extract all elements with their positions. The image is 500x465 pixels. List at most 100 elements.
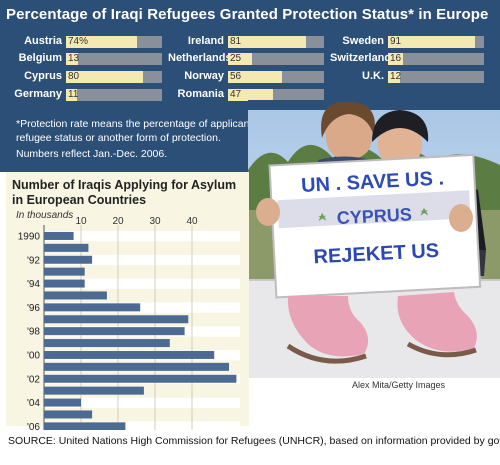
- sign-text-line-2: CYPRUS: [336, 204, 412, 228]
- chart-category-label: '02: [27, 374, 40, 385]
- chart-bar: [44, 350, 215, 359]
- footnote-line-2: refugee status or another form of protec…: [16, 132, 221, 144]
- rate-country-label: Sweden: [342, 35, 384, 47]
- rate-country-label: Romania: [177, 88, 224, 100]
- rate-bar-track: 91: [388, 36, 484, 48]
- chart-title: Number of Iraqis Applying for Asylum in …: [12, 178, 236, 208]
- rate-bar-fill: [388, 53, 404, 65]
- chart-category-label: '96: [27, 303, 40, 314]
- rate-value-label: 74%: [68, 36, 89, 47]
- chart-bar: [44, 362, 229, 371]
- photo-credit: Alex Mita/Getty Images: [352, 380, 446, 390]
- child-right-hat: [372, 110, 429, 142]
- child-left-hair: [321, 101, 375, 138]
- chart-bar: [44, 291, 107, 300]
- rate-bar-fill: [66, 71, 143, 83]
- chart-title-line-1: Number of Iraqis Applying for Asylum: [12, 178, 237, 192]
- rate-bar-fill: [66, 89, 77, 101]
- chart-x-tick-label: 30: [149, 216, 161, 227]
- chart-category-label: '04: [27, 398, 40, 409]
- rate-country-label: Netherlands: [168, 52, 232, 64]
- rate-country-label: Norway: [184, 70, 224, 82]
- child-left-hand: [256, 198, 280, 226]
- rate-bar-track: 74%: [66, 36, 162, 48]
- protection-rates-panel: Percentage of Iraqi Refugees Granted Pro…: [0, 0, 500, 110]
- rate-bar-track: 56: [228, 71, 324, 83]
- rate-country-label: Cyprus: [24, 70, 62, 82]
- asylum-bar-chart: 10 20 30 40 1990 '92 '94 '96 '98 '00 '02 '04 '06: [18, 216, 240, 430]
- chart-category-label: '94: [27, 279, 40, 290]
- chart-x-tick-label: 10: [75, 216, 87, 227]
- rate-bar-track: 13: [66, 53, 162, 65]
- chart-bar: [44, 315, 189, 324]
- rate-bar-track: 25: [228, 53, 324, 65]
- refugee-children-photo: UN . SAVE US . CYPRUS REJEKET US: [248, 100, 500, 378]
- chart-x-tick-label: 20: [112, 216, 124, 227]
- chart-bar: [44, 339, 170, 348]
- photo-sky-top: [248, 100, 500, 110]
- chart-row-band: [44, 278, 240, 289]
- rate-value-label: 12: [390, 71, 402, 82]
- chart-bar: [44, 398, 81, 407]
- rate-value-label: 11: [68, 89, 79, 100]
- rate-bar-fill: [388, 36, 476, 48]
- chart-row-band: [44, 397, 240, 408]
- boot-left: [287, 296, 369, 357]
- footnote-line-1: *Protection rate means the percentage of…: [16, 118, 297, 130]
- chart-bar: [44, 279, 85, 288]
- rate-bar-track: 12: [388, 71, 484, 83]
- rate-country-label: Austria: [24, 35, 62, 47]
- rate-value-label: 81: [230, 36, 242, 47]
- rate-bar-fill: [228, 36, 306, 48]
- chart-bar: [44, 243, 89, 252]
- chart-category-label: '00: [27, 350, 40, 361]
- rate-country-label: Switzerland: [330, 52, 392, 64]
- rate-bar-track: 16: [388, 53, 484, 65]
- chart-x-tick-label: 40: [186, 216, 198, 227]
- chart-bar: [44, 255, 93, 264]
- chart-category-label: '98: [27, 327, 40, 338]
- rate-country-label: Ireland: [187, 35, 224, 47]
- child-right-hand: [449, 204, 473, 232]
- rate-bar-fill: [228, 89, 274, 101]
- chart-row-band: [44, 421, 240, 430]
- chart-bar: [44, 231, 74, 240]
- rate-bar-fill: [388, 71, 400, 83]
- rate-country-label: Belgium: [18, 52, 62, 64]
- chart-row-band: [44, 231, 240, 242]
- rate-bar-fill: [66, 53, 79, 65]
- chart-bar: [44, 303, 141, 312]
- chart-bar: [44, 267, 85, 276]
- footnote: *Protection rate means the percentage of…: [0, 110, 296, 172]
- chart-row-band: [44, 302, 240, 313]
- chart-category-label: '92: [27, 255, 40, 266]
- rate-value-label: 13: [68, 53, 80, 64]
- rate-value-label: 25: [230, 53, 242, 64]
- rate-value-label: 56: [230, 71, 242, 82]
- rate-value-label: 16: [390, 53, 402, 64]
- rate-bar-track: 80: [66, 71, 162, 83]
- footnote-line-3: Numbers reflect Jan.-Dec. 2006.: [16, 148, 168, 160]
- child-left-head: [324, 104, 373, 160]
- chart-title-line-2: in European Countries: [12, 193, 147, 207]
- rate-bar-track: 81: [228, 36, 324, 48]
- source-note: SOURCE: United Nations High Commission f…: [8, 435, 500, 447]
- rate-country-label: Germany: [14, 88, 62, 100]
- chart-bar: [44, 422, 126, 430]
- chart-bar: [44, 374, 237, 383]
- chart-row-band: [44, 254, 240, 266]
- rate-bar-fill: [228, 71, 282, 83]
- chart-bar: [44, 386, 144, 395]
- chart-category-label: 1990: [18, 231, 41, 242]
- rate-value-label: 80: [68, 71, 80, 82]
- boot-right: [397, 292, 477, 352]
- protest-sign: UN . SAVE US . CYPRUS REJEKET US: [268, 153, 482, 299]
- chart-category-label: '06: [27, 422, 40, 430]
- chart-bar: [44, 410, 93, 419]
- rate-country-label: U.K.: [362, 70, 384, 82]
- infographic-title: Percentage of Iraqi Refugees Granted Pro…: [6, 6, 489, 23]
- rate-bar-track: 11: [66, 89, 162, 101]
- chart-bar: [44, 327, 185, 336]
- chart-unit-label: In thousands: [16, 210, 74, 221]
- rate-value-label: 47: [230, 89, 242, 100]
